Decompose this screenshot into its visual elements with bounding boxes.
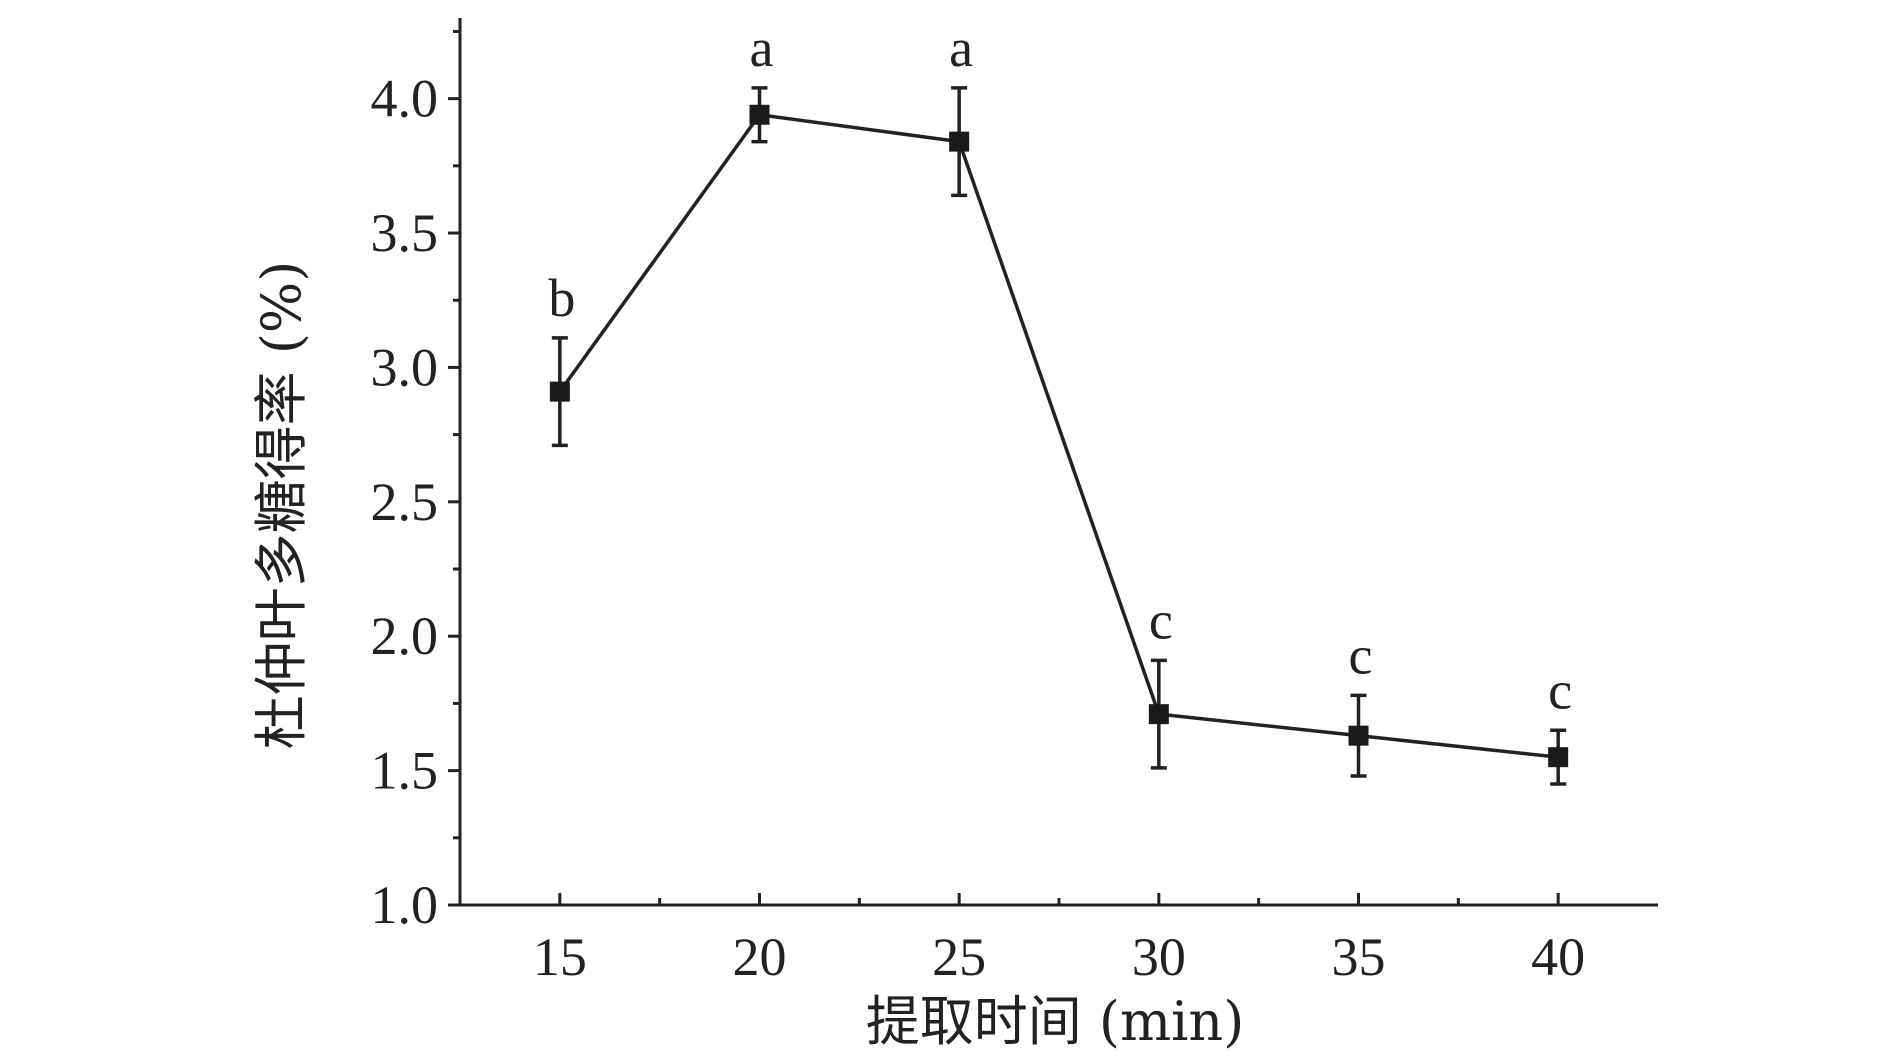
x-tick-label: 35 — [1332, 927, 1386, 987]
y-tick-label: 2.5 — [371, 472, 439, 532]
significance-label: c — [1349, 625, 1373, 685]
x-axis-title: 提取时间 (min) — [866, 990, 1245, 1053]
significance-label: c — [1548, 660, 1572, 720]
x-axis-ticks: 15 20 25 30 35 40 — [533, 893, 1585, 987]
y-tick-label: 3.0 — [371, 337, 439, 397]
series-line — [558, 112, 1559, 759]
significance-label: b — [548, 268, 575, 328]
data-point — [1548, 747, 1569, 768]
y-tick-label: 2.0 — [371, 606, 439, 666]
data-point — [1348, 725, 1369, 746]
plot-area: b a a c c c — [548, 18, 1572, 786]
data-point — [1148, 704, 1169, 725]
y-axis-ticks: 1.0 1.5 2.0 2.5 3.0 3.5 4.0 — [371, 29, 460, 935]
y-tick-label: 1.5 — [371, 741, 439, 801]
y-tick-label: 3.5 — [371, 203, 439, 263]
x-tick-label: 15 — [533, 927, 587, 987]
significance-label: a — [750, 18, 774, 78]
data-point — [949, 131, 970, 152]
x-tick-label: 25 — [932, 927, 986, 987]
y-axis-title: 杜仲叶多糖得率 (%) — [250, 261, 313, 750]
significance-label: c — [1149, 590, 1173, 650]
data-point — [749, 104, 770, 125]
x-tick-label: 40 — [1531, 927, 1585, 987]
y-tick-label: 4.0 — [371, 69, 439, 129]
x-tick-label: 30 — [1132, 927, 1186, 987]
significance-label: a — [949, 18, 973, 78]
x-tick-label: 20 — [733, 927, 787, 987]
data-point — [549, 381, 570, 402]
axes — [458, 18, 1658, 907]
y-tick-label: 1.0 — [371, 875, 439, 935]
